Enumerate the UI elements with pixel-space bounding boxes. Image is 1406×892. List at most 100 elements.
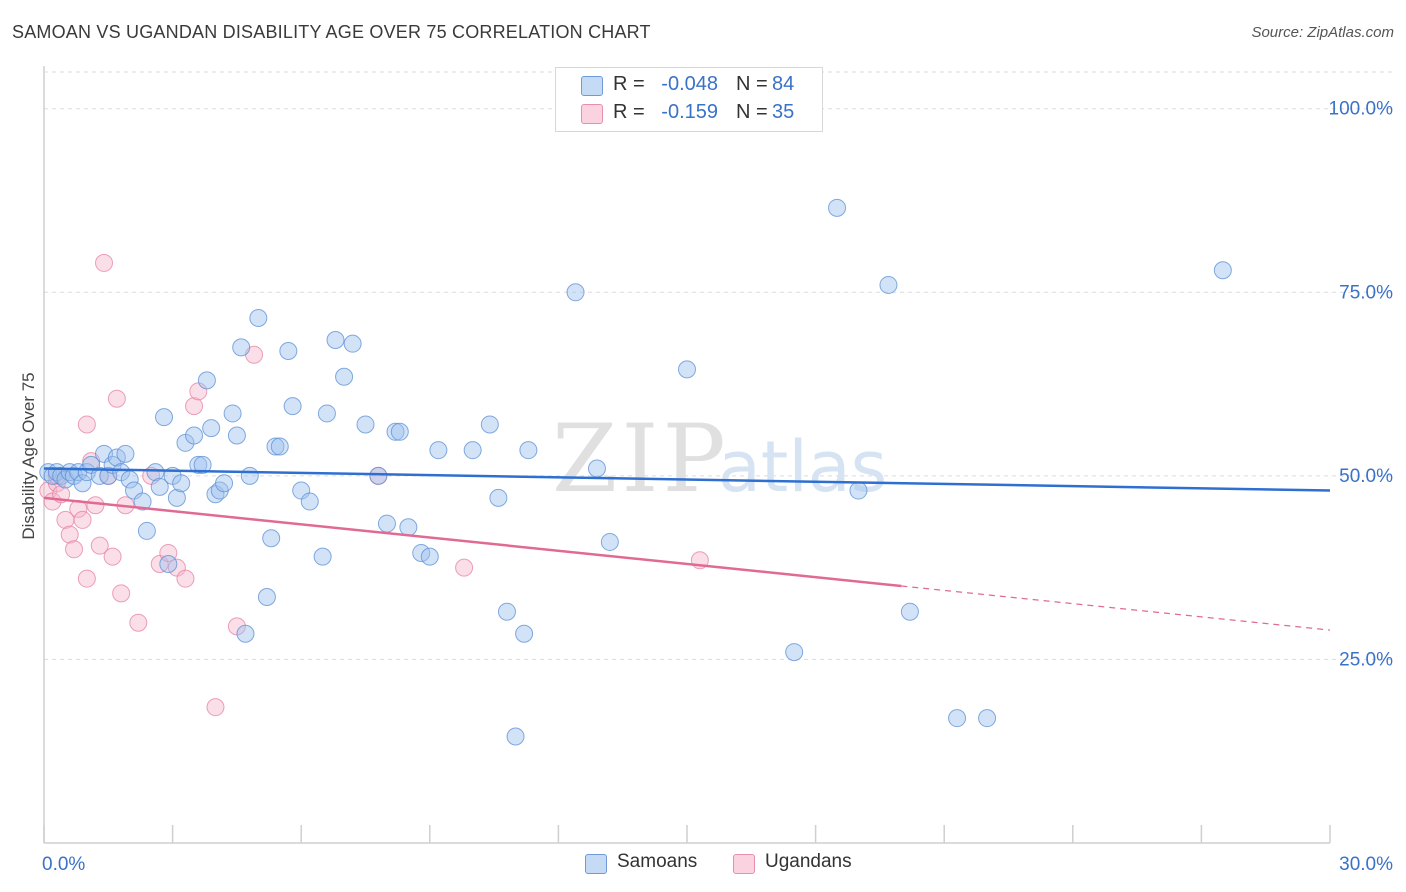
samoans-point [137,521,156,540]
ugandans-legend-label: Ugandans [765,851,852,872]
samoans-points [39,198,1232,746]
samoans-point [420,547,439,566]
samoans-point [223,404,242,423]
ugandans-point [90,536,109,555]
ugandans-point [159,543,178,562]
ugandans-point [60,525,79,544]
samoans-point [506,727,525,746]
samoans-point [266,437,285,456]
grid-lines [44,71,1392,660]
samoans-point [236,624,255,643]
ugandans-point [107,389,126,408]
ugandans-point [86,496,105,515]
ugandans-point [77,415,96,434]
samoans-point [133,492,152,511]
legend-n-label: N = [736,101,768,123]
ugandans-trend-extension [901,585,1331,631]
samoans-point [879,275,898,294]
ugandans-point [206,698,225,717]
samoans-point [185,426,204,445]
samoans-point [377,514,396,533]
samoans-point [227,426,246,445]
samoans-legend-swatch [585,854,607,874]
source-label: Source: ZipAtlas.com [1251,24,1394,41]
samoans-point [193,455,212,474]
samoans-point [335,367,354,386]
samoans-point [167,488,186,507]
samoans-point [215,474,234,493]
samoans-point [828,198,847,217]
ugandans-trend-line [43,496,902,588]
samoans-point [390,422,409,441]
ugandans-swatch [581,104,603,124]
ugandans-point [112,584,131,603]
x-tick-label: 30.0% [1339,854,1393,875]
samoans-point [386,422,405,441]
samoans-point [202,419,221,438]
samoans-point [313,547,332,566]
x-tick-label: 0.0% [42,854,85,875]
y-tick-label: 50.0% [1339,466,1393,487]
samoans-point [587,459,606,478]
correlation-legend: R = -0.048 N = 84 R = -0.159 N = 35 [555,67,823,132]
ugandans-point [77,569,96,588]
samoans-point [326,331,345,350]
samoans-point [116,444,135,463]
samoans-swatch [581,76,603,96]
samoans-point [189,455,208,474]
y-tick-label: 75.0% [1339,282,1393,303]
samoans-point [978,709,997,728]
samoans-point [343,334,362,353]
samoans-point [429,441,448,460]
y-tick-label: 100.0% [1329,99,1394,120]
samoans-point [146,463,165,482]
watermark-zip: ZIP [552,405,730,514]
samoans-point [1213,261,1232,280]
samoans-legend-label: Samoans [617,851,698,872]
samoans-point [73,474,92,493]
axes [43,66,1331,844]
samoans-point [150,477,169,496]
legend-r-value: -0.048 [661,73,718,95]
samoans-point [159,554,178,573]
samoans-point [249,308,268,327]
samoans-point [849,481,868,500]
samoans-point [317,404,336,423]
samoans-point [489,488,508,507]
samoans-point [240,466,259,485]
legend-n-label: N = [736,73,768,95]
samoans-point [566,283,585,302]
samoans-point [678,360,696,379]
ugandans-point [129,613,148,632]
samoans-point [356,415,375,434]
samoans-point [270,437,289,456]
trend-lines [43,467,1331,631]
ugandans-point [65,540,84,559]
samoans-point [300,492,319,511]
ugandans-legend-swatch [733,854,755,874]
samoans-point [257,588,276,607]
samoans-point [399,518,418,537]
watermark-atlas: atlas [718,426,887,508]
samoans-point [463,441,482,460]
watermark: ZIP atlas [552,405,887,514]
samoans-point [197,371,216,390]
legend-row-ugandans: R = -0.159 N = 35 [556,100,822,128]
ugandans-point [185,397,204,416]
samoans-point [107,448,126,467]
samoans-trend-line [43,467,1331,492]
y-tick-label: 25.0% [1339,649,1393,670]
ugandans-point [176,569,195,588]
samoans-point [283,397,302,416]
samoans-point [155,408,174,427]
legend-n-value: 35 [772,101,795,123]
legend-r-label: R = [613,73,645,95]
samoans-point [232,338,251,357]
samoans-point [369,466,388,485]
samoans-point [262,529,281,548]
samoans-point [497,602,516,621]
samoans-point [900,602,919,621]
samoans-point [600,532,619,551]
legend-row-samoans: R = -0.048 N = 84 [556,72,822,100]
